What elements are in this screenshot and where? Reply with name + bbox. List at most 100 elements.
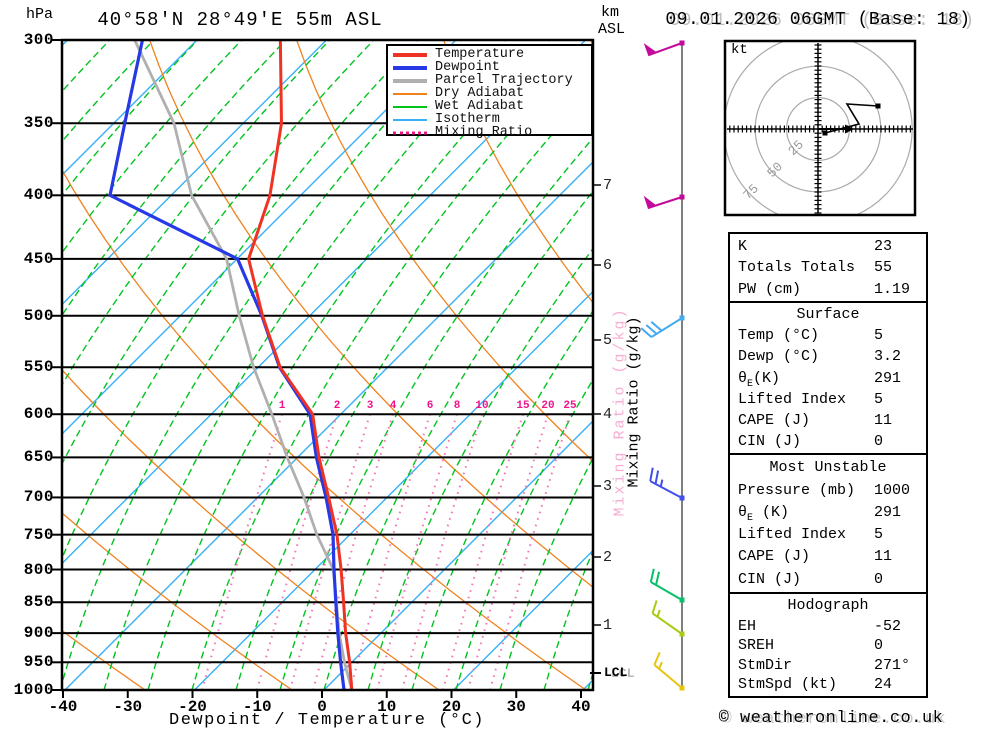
table-row-label: Totals Totals [738, 259, 856, 276]
isotherm-line [453, 549, 593, 690]
mixing-ratio-line [349, 413, 431, 690]
temperature-curve [247, 40, 354, 690]
mixing-ratio-value-label: 2 [333, 400, 341, 412]
pressure-tick-label: 300 [23, 31, 54, 49]
km-tick-label: 7 [603, 177, 613, 194]
datetime-label: 09.01.2026 06GMT (Base: 18) [665, 10, 971, 30]
wind-barb [643, 194, 685, 210]
legend-item: Temperature [388, 47, 591, 62]
legend-item-label: Temperature [435, 47, 525, 62]
mixing-ratio-value-label: 3 [366, 400, 374, 412]
table-row: StmSpd (kt) 24 [730, 674, 926, 693]
pressure-tick-label: 850 [23, 593, 54, 612]
table-row-value: 5 [874, 526, 884, 544]
pressure-tick-label: 500 [23, 306, 54, 325]
table-row: StmDir 271° [730, 655, 926, 674]
wet-adiabat-line [62, 40, 331, 387]
wet-adiabat-line [367, 247, 593, 690]
mixing-ratio-line [256, 413, 338, 690]
pressure-tick-label: 750 [23, 525, 54, 544]
wind-barb [651, 600, 685, 637]
dry-adiabat-line [443, 40, 593, 304]
pressure-tick-label: 650 [23, 448, 54, 467]
plot-border [60, 38, 595, 692]
table-section: Surface Temp (°C) 5 Dewp (°C) 3.2 θE(K) 291 Lif… [730, 303, 926, 455]
wet-adiabat-line [455, 378, 593, 690]
table-row-value: 24 [874, 675, 893, 693]
table-row-value: 3.2 [874, 348, 902, 366]
table-row-value: 0 [874, 432, 884, 450]
dry-adiabat-line [62, 368, 440, 690]
table-row-label: Pressure (mb) [738, 481, 856, 499]
table-row-label: CAPE (J) [738, 411, 811, 429]
legend-item: Parcel Trajectory [388, 73, 591, 88]
mixing-ratio-value-label: 6 [426, 400, 434, 412]
isotherm-line [194, 290, 593, 690]
temp-tick-label: -40 [48, 698, 78, 716]
table-row-value: 1000 [874, 481, 911, 499]
legend-item-label: Mixing Ratio [435, 125, 533, 140]
dry-adiabat-line [149, 40, 593, 589]
sounding-curves [108, 40, 354, 690]
pressure-tick-label: 550 [23, 358, 54, 377]
mixing-ratio-value-label: 1 [278, 400, 286, 412]
wet-adiabat-line [323, 190, 593, 690]
km-tick-label: 3 [603, 478, 613, 495]
dry-adiabat-line [296, 40, 593, 463]
mixing-ratio-value-label: 4 [389, 400, 397, 412]
mixing-ratio-line [376, 413, 458, 690]
table-row: CIN (J) 0 [730, 431, 926, 452]
table-row: SREH 0 [730, 635, 926, 654]
table-row: CAPE (J) 11 [730, 546, 926, 567]
pressure-tick-label: 1000 [13, 681, 54, 699]
pressure-tick-label: 900 [23, 624, 54, 643]
dry-adiabat-line [62, 512, 293, 690]
hodograph [723, 39, 917, 217]
wind-barb [649, 467, 685, 501]
legend-swatch-thick [393, 78, 427, 83]
pressure-tick-label: 800 [23, 560, 54, 579]
wind-barb [653, 651, 685, 691]
page-title: 40°58'N 28°49'E 55m ASL [97, 9, 383, 31]
legend-item: Dewpoint [388, 60, 591, 75]
table-row: K 23 [730, 236, 926, 257]
table-row-label: Lifted Index [738, 390, 847, 408]
table-row: Totals Totals 55 [730, 257, 926, 278]
legend-item-label: Parcel Trajectory [435, 73, 573, 88]
temp-tick-label: 20 [441, 698, 462, 716]
wet-adiabat-line [235, 87, 593, 690]
hodograph-border [723, 39, 917, 217]
legend-item-label: Isotherm [435, 112, 500, 127]
table-row: θE (K) 291 [730, 502, 926, 524]
isotherm-line [62, 40, 457, 435]
temp-tick-label: 0 [317, 698, 327, 716]
wet-adiabat-line [62, 40, 463, 686]
wet-adiabat-line [543, 549, 593, 690]
table-row: Dewp (°C) 3.2 [730, 346, 926, 367]
mixing-ratio-line [201, 413, 283, 690]
table-row-value: 23 [874, 237, 893, 255]
wind-barb [640, 315, 685, 338]
chart-legend: Temperature Dewpoint Parcel Trajectory Dry … [386, 44, 593, 140]
table-row: Lifted Index 5 [730, 524, 926, 545]
pressure-tick-label: 600 [23, 405, 54, 424]
legend-item-label: Wet Adiabat [435, 99, 525, 114]
table-section-header: Most Unstable [769, 459, 887, 477]
table-row-label: Temp (°C) [738, 327, 820, 345]
mixing-ratio-line [401, 413, 483, 690]
table-row: EH -52 [730, 616, 926, 635]
table-row-label: StmDir [738, 656, 793, 674]
copyright: © weatheronline.co.uk [718, 709, 944, 728]
wet-adiabat-line [411, 309, 593, 690]
legend-item: Wet Adiabat [388, 99, 591, 114]
table-row-value: -52 [874, 618, 902, 635]
wet-adiabat-line [103, 40, 507, 690]
mixing-ratio-value-label: 25 [563, 400, 577, 412]
legend-item: Isotherm [388, 112, 591, 127]
wet-adiabat-line [279, 136, 593, 690]
table-row: CAPE (J) 11 [730, 410, 926, 431]
indices-table: K 23 Totals Totals 55 PW (cm) 1.19 Surface Temp… [728, 232, 928, 698]
table-row-value: 291 [874, 503, 902, 521]
table-row-label: PW (cm) [738, 280, 802, 298]
